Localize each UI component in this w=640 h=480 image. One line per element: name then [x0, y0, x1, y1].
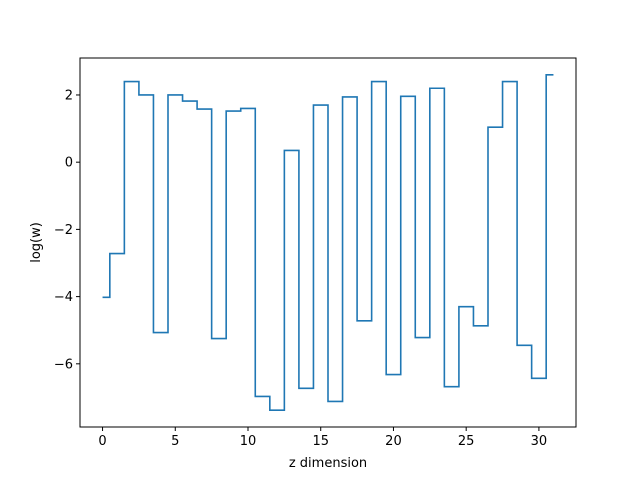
- x-tick-label: 0: [98, 434, 106, 449]
- x-tick-label: 25: [458, 434, 475, 449]
- y-axis-label: log(w): [29, 222, 44, 263]
- x-tick-label: 10: [240, 434, 257, 449]
- x-tick-label: 15: [312, 434, 329, 449]
- plot-frame: [79, 57, 577, 428]
- y-tick-label: −2: [54, 223, 73, 238]
- series-layer: [102, 74, 554, 411]
- y-tick-label: 0: [65, 156, 73, 171]
- y-tick-label: −6: [54, 357, 73, 372]
- y-tick-label: 2: [65, 88, 73, 103]
- y-tick-label: −4: [54, 290, 73, 305]
- x-axis-ticks: 0 5 10 15 20 25 30: [98, 427, 547, 449]
- x-tick-label: 5: [171, 434, 179, 449]
- x-tick-label: 30: [531, 434, 548, 449]
- y-axis-ticks: −6 −4 −2 0 2: [54, 88, 80, 372]
- x-tick-label: 20: [385, 434, 402, 449]
- series-line: [102, 74, 554, 411]
- x-axis-label: z dimension: [289, 456, 367, 471]
